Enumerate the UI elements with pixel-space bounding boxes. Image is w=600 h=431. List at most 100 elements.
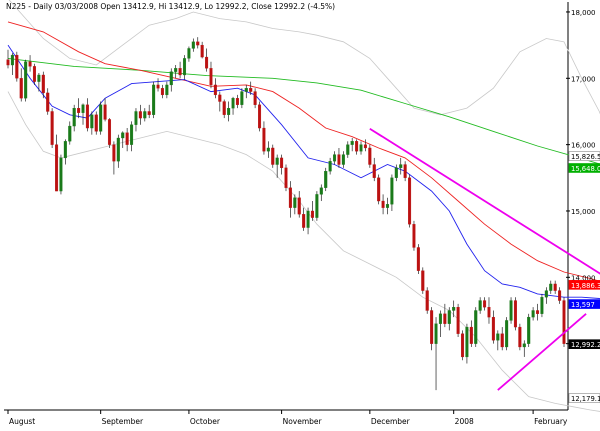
candle-body bbox=[553, 283, 557, 291]
value-label-box bbox=[568, 393, 600, 403]
candle-body bbox=[399, 164, 403, 169]
candle-body bbox=[500, 333, 504, 348]
candle bbox=[50, 108, 54, 148]
candle bbox=[452, 300, 456, 318]
candle bbox=[6, 49, 10, 69]
candle-body bbox=[15, 54, 19, 79]
candle-body bbox=[112, 144, 116, 162]
candle bbox=[178, 61, 182, 79]
candle-body bbox=[562, 300, 566, 344]
value-label: 12,992.2 bbox=[568, 339, 600, 349]
candle bbox=[350, 138, 354, 152]
candle bbox=[460, 330, 465, 361]
candle bbox=[235, 94, 239, 109]
candle-body bbox=[249, 88, 253, 92]
candle bbox=[200, 41, 204, 59]
candle bbox=[165, 81, 169, 99]
candle bbox=[121, 131, 125, 148]
candle bbox=[297, 191, 301, 218]
candle-body bbox=[341, 154, 345, 165]
candle bbox=[15, 51, 19, 82]
candle bbox=[191, 38, 195, 52]
candle-body bbox=[32, 66, 36, 82]
candle bbox=[218, 91, 222, 112]
candle bbox=[478, 297, 482, 314]
candle bbox=[310, 201, 314, 221]
candle bbox=[465, 323, 469, 364]
candle-body bbox=[306, 210, 310, 228]
candle bbox=[213, 78, 217, 99]
candle bbox=[536, 303, 540, 321]
candle-body bbox=[160, 88, 164, 96]
candle bbox=[319, 184, 323, 202]
candle-body bbox=[513, 300, 517, 328]
candle bbox=[138, 104, 142, 125]
candle-body bbox=[474, 310, 478, 344]
candle bbox=[63, 139, 67, 165]
candle bbox=[125, 128, 129, 152]
candle bbox=[266, 141, 270, 158]
candle bbox=[438, 310, 442, 338]
candle-body bbox=[41, 74, 45, 94]
candle bbox=[222, 99, 226, 119]
candle-body bbox=[227, 107, 231, 115]
candle-body bbox=[19, 78, 23, 99]
candle bbox=[500, 327, 504, 351]
candle bbox=[103, 98, 107, 122]
candle bbox=[196, 37, 200, 49]
candle-body bbox=[147, 111, 151, 115]
x-tick-label: December bbox=[371, 417, 411, 426]
candle bbox=[363, 139, 367, 152]
candle-body bbox=[288, 187, 292, 208]
candle-body bbox=[297, 197, 301, 215]
candle bbox=[390, 174, 394, 211]
candlesticks bbox=[6, 37, 566, 391]
y-tick-label: 18,000 bbox=[571, 9, 596, 17]
candle bbox=[288, 181, 292, 218]
trendlines bbox=[369, 127, 600, 391]
candle bbox=[116, 134, 120, 168]
candle-body bbox=[505, 320, 509, 348]
value-label: 13,597 bbox=[568, 299, 600, 309]
x-tick-label: November bbox=[283, 417, 323, 426]
candle bbox=[68, 121, 72, 145]
candle bbox=[258, 101, 262, 132]
candle-body bbox=[50, 111, 54, 145]
candle bbox=[253, 88, 257, 109]
candle-body bbox=[10, 54, 14, 66]
candle-body bbox=[77, 107, 81, 113]
candle bbox=[85, 98, 89, 132]
candle-body bbox=[200, 44, 204, 58]
candle bbox=[518, 323, 522, 351]
candle bbox=[275, 154, 279, 178]
candle-body bbox=[302, 214, 306, 228]
lower-trendline bbox=[497, 313, 587, 391]
candle-body bbox=[527, 316, 531, 344]
candle-body bbox=[540, 297, 544, 314]
y-tick-label: 16,000 bbox=[571, 142, 596, 150]
candle-body bbox=[549, 283, 553, 291]
candle bbox=[143, 108, 147, 122]
candle bbox=[377, 174, 381, 205]
candle bbox=[240, 88, 244, 109]
candle-body bbox=[94, 114, 98, 132]
candle bbox=[381, 194, 385, 215]
candle-body bbox=[443, 313, 447, 324]
candle bbox=[346, 141, 350, 158]
candle-body bbox=[315, 194, 319, 218]
candle-body bbox=[544, 290, 548, 298]
x-tick-label: August bbox=[9, 417, 35, 426]
candle bbox=[399, 157, 403, 175]
candle bbox=[315, 191, 319, 221]
candle-body bbox=[460, 333, 465, 358]
candle-body bbox=[107, 119, 112, 145]
candle bbox=[527, 313, 531, 347]
candle-body bbox=[143, 111, 147, 119]
bb-upper-line bbox=[8, 0, 600, 116]
candle bbox=[394, 164, 398, 182]
y-tick-label: 14,000 bbox=[571, 274, 596, 282]
candle bbox=[487, 297, 491, 324]
candle-body bbox=[377, 177, 381, 202]
candle bbox=[293, 194, 297, 215]
